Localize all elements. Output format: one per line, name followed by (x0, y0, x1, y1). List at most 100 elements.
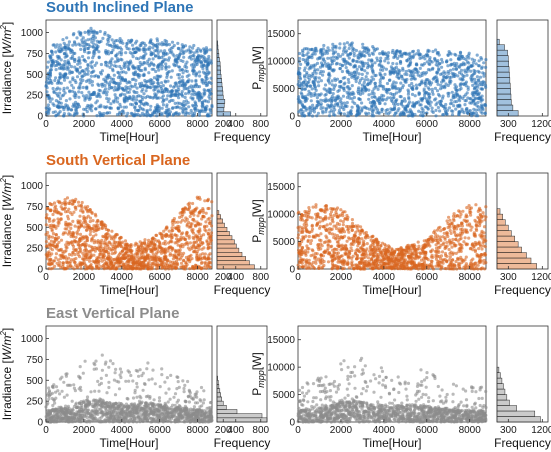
data-point (94, 214, 98, 218)
data-point (86, 205, 90, 209)
data-point (480, 111, 484, 115)
data-point (136, 245, 140, 249)
data-point (182, 108, 186, 112)
data-point (174, 92, 178, 96)
data-point (72, 267, 76, 271)
data-point (407, 90, 411, 94)
data-point (433, 86, 437, 90)
data-point (298, 66, 302, 70)
data-point (152, 76, 156, 80)
data-point (81, 85, 85, 90)
data-point (58, 97, 63, 101)
data-point (160, 64, 164, 68)
data-point (464, 93, 468, 97)
data-point (143, 238, 147, 242)
data-point (83, 219, 87, 223)
data-point (56, 100, 61, 104)
data-point (90, 80, 94, 84)
data-point (207, 216, 211, 220)
data-point (191, 218, 195, 222)
data-point (356, 109, 361, 113)
data-point (349, 52, 353, 56)
data-point (189, 108, 193, 113)
data-point (407, 83, 411, 88)
data-point (465, 70, 469, 74)
data-point (167, 229, 171, 233)
data-point (128, 51, 132, 55)
data-point (154, 267, 159, 271)
data-point (179, 235, 183, 239)
data-point (128, 80, 132, 85)
data-point (148, 108, 152, 112)
histogram-bar (216, 210, 220, 215)
data-point (97, 83, 101, 88)
histogram-bar (496, 93, 512, 100)
data-point (182, 251, 186, 255)
x-axis-label: Frequency (214, 283, 271, 297)
data-point (438, 94, 442, 98)
data-point (141, 87, 145, 91)
data-point (174, 105, 178, 109)
data-point (100, 82, 104, 86)
data-point (464, 99, 468, 103)
data-point (354, 79, 358, 84)
data-point (106, 73, 110, 77)
data-point (326, 56, 330, 60)
histogram-bar (496, 99, 512, 106)
data-point (75, 36, 79, 40)
data-point (184, 92, 188, 96)
data-point (133, 82, 138, 86)
data-point (300, 92, 304, 96)
data-point (451, 237, 455, 242)
data-point (476, 267, 480, 271)
data-point (56, 224, 60, 228)
data-point (51, 212, 55, 217)
data-point (205, 239, 209, 243)
data-point (427, 80, 432, 85)
data-point (381, 75, 385, 80)
data-point (324, 99, 328, 103)
data-point (458, 51, 463, 55)
data-point (378, 71, 382, 75)
data-point (50, 61, 54, 65)
data-point (379, 83, 383, 88)
data-point (158, 62, 162, 66)
data-point (77, 90, 81, 94)
data-point (424, 78, 428, 82)
data-point (360, 67, 364, 71)
data-point (189, 63, 194, 67)
data-point (128, 96, 132, 100)
data-point (355, 77, 359, 81)
data-point (306, 81, 310, 85)
data-point (334, 44, 338, 49)
data-point (170, 69, 174, 73)
data-point (414, 63, 418, 67)
data-point (448, 102, 453, 106)
data-point (311, 73, 315, 77)
data-point (449, 79, 453, 83)
data-point (336, 89, 340, 93)
data-point (465, 55, 469, 59)
data-point (465, 111, 469, 115)
data-point (321, 47, 325, 51)
data-point (112, 64, 117, 68)
data-point (181, 59, 185, 64)
data-point (197, 54, 201, 58)
x-tick-label: 6000 (149, 119, 172, 130)
data-point (437, 68, 441, 72)
data-point (169, 89, 173, 93)
data-point (134, 108, 138, 112)
data-point (192, 72, 196, 76)
data-point (118, 241, 122, 245)
data-point (157, 75, 161, 79)
data-point (431, 66, 435, 70)
data-point (44, 110, 49, 114)
data-point (106, 244, 110, 248)
data-point (299, 111, 304, 116)
data-point (47, 81, 51, 85)
data-point (341, 76, 345, 80)
data-point (115, 52, 119, 56)
data-point (101, 91, 105, 95)
data-point (72, 40, 77, 44)
x-tick-label: 300 (500, 119, 517, 130)
